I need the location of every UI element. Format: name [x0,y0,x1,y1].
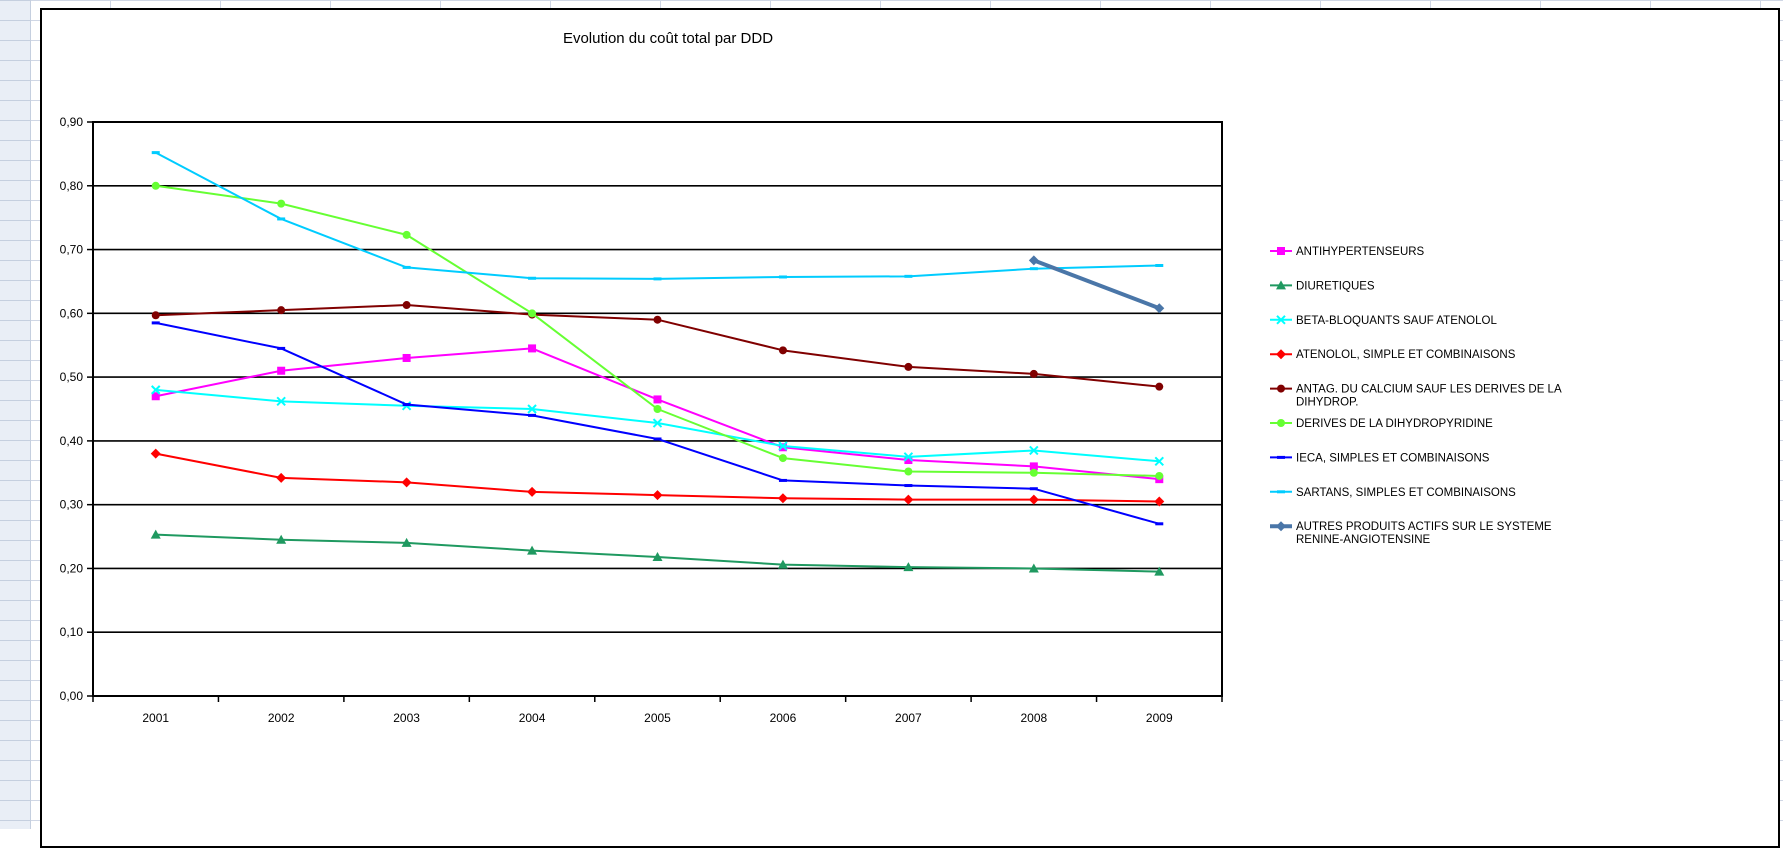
x-tick-label: 2002 [268,711,295,725]
legend-item-1: DIURETIQUES [1270,280,1375,292]
y-tick-label: 0,50 [60,370,84,384]
legend-label: ANTAG. DU CALCIUM SAUF LES DERIVES DE LA… [1296,384,1562,409]
x-tick-label: 2008 [1020,711,1047,725]
legend-label: AUTRES PRODUITS ACTIFS SUR LE SYSTEME REN… [1296,521,1552,546]
series-8 [1029,255,1164,313]
data-point [1155,383,1163,391]
data-point [1029,495,1039,505]
legend-item-0: ANTIHYPERTENSEURS [1270,246,1425,258]
x-tick-label: 2007 [895,711,922,725]
data-point [653,490,663,500]
data-point [1029,255,1039,265]
series-0 [152,344,1164,483]
legend-label: DIURETIQUES [1296,280,1375,292]
legend-label: DERIVES DE LA DIHYDROPYRIDINE [1296,418,1493,430]
legend: ANTIHYPERTENSEURS DIURETIQUES BETA-BLOQUAN… [1270,246,1562,546]
legend-label: ANTIHYPERTENSEURS [1296,246,1425,258]
data-point [904,468,912,476]
y-tick-label: 0,00 [60,689,84,703]
data-point [1030,370,1038,378]
data-point [654,316,662,324]
x-tick-label: 2006 [770,711,797,725]
legend-item-6: IECA, SIMPLES ET COMBINAISONS [1270,452,1490,464]
y-tick-label: 0,40 [60,434,84,448]
data-point [152,182,160,190]
data-point [276,473,286,483]
data-point [654,405,662,413]
x-tick-label: 2003 [393,711,420,725]
x-tick-label: 2005 [644,711,671,725]
x-tick-label: 2004 [519,711,546,725]
y-tick-label: 0,30 [60,498,84,512]
legend-swatch-marker [1276,349,1286,359]
data-point [528,309,536,317]
legend-item-2: BETA-BLOQUANTS SAUF ATENOLOL [1270,315,1497,327]
data-point [779,454,787,462]
data-point [152,311,160,319]
legend-swatch-marker [1276,521,1286,531]
series-7 [152,153,1164,279]
legend-label: IECA, SIMPLES ET COMBINAISONS [1296,452,1490,464]
axes: 0,00 0,10 0,20 0,30 0,40 0,50 0,60 0,70 0,80 0,90… [60,115,1222,725]
data-point [904,363,912,371]
x-tick-label: 2001 [142,711,169,725]
legend-label: BETA-BLOQUANTS SAUF ATENOLOL [1296,315,1497,327]
y-tick-label: 0,80 [60,179,84,193]
data-point [277,367,285,375]
data-point [903,495,913,505]
series-3 [151,449,1165,507]
x-tick-label: 2009 [1146,711,1173,725]
legend-swatch-marker [1277,419,1285,427]
legend-item-8: AUTRES PRODUITS ACTIFS SUR LE SYSTEME REN… [1270,521,1552,546]
data-point [1154,303,1164,313]
y-tick-label: 0,60 [60,306,84,320]
data-point [778,493,788,503]
legend-swatch-marker [1277,385,1285,393]
data-point [403,354,411,362]
y-tick-label: 0,70 [60,243,84,257]
data-point [403,231,411,239]
series-line [156,153,1160,279]
legend-item-4: ANTAG. DU CALCIUM SAUF LES DERIVES DE LA… [1270,384,1562,409]
legend-label: SARTANS, SIMPLES ET COMBINAISONS [1296,487,1516,499]
y-tick-label: 0,10 [60,625,84,639]
chart-title: Evolution du coût total par DDD [563,30,773,47]
line-chart: Evolution du coût total par DDD 0,00 0,10… [42,10,1782,831]
legend-item-5: DERIVES DE LA DIHYDROPYRIDINE [1270,418,1493,430]
data-point [528,344,536,352]
data-point [779,346,787,354]
chart-container[interactable]: Evolution du coût total par DDD 0,00 0,10… [40,8,1780,848]
data-point [277,306,285,314]
legend-label: ATENOLOL, SIMPLE ET COMBINAISONS [1296,349,1516,361]
data-point [654,395,662,403]
legend-swatch-marker [1277,247,1285,255]
y-tick-label: 0,20 [60,561,84,575]
series-lines [151,153,1165,576]
data-point [151,449,161,459]
data-point [402,477,412,487]
data-point [403,301,411,309]
legend-item-7: SARTANS, SIMPLES ET COMBINAISONS [1270,487,1516,499]
y-tick-label: 0,90 [60,115,84,129]
data-point [527,487,537,497]
data-point [1030,469,1038,477]
data-point [277,200,285,208]
series-line [156,348,1160,479]
row-header-strip [0,0,31,829]
legend-item-3: ATENOLOL, SIMPLE ET COMBINAISONS [1270,349,1516,361]
data-point [1155,472,1163,480]
